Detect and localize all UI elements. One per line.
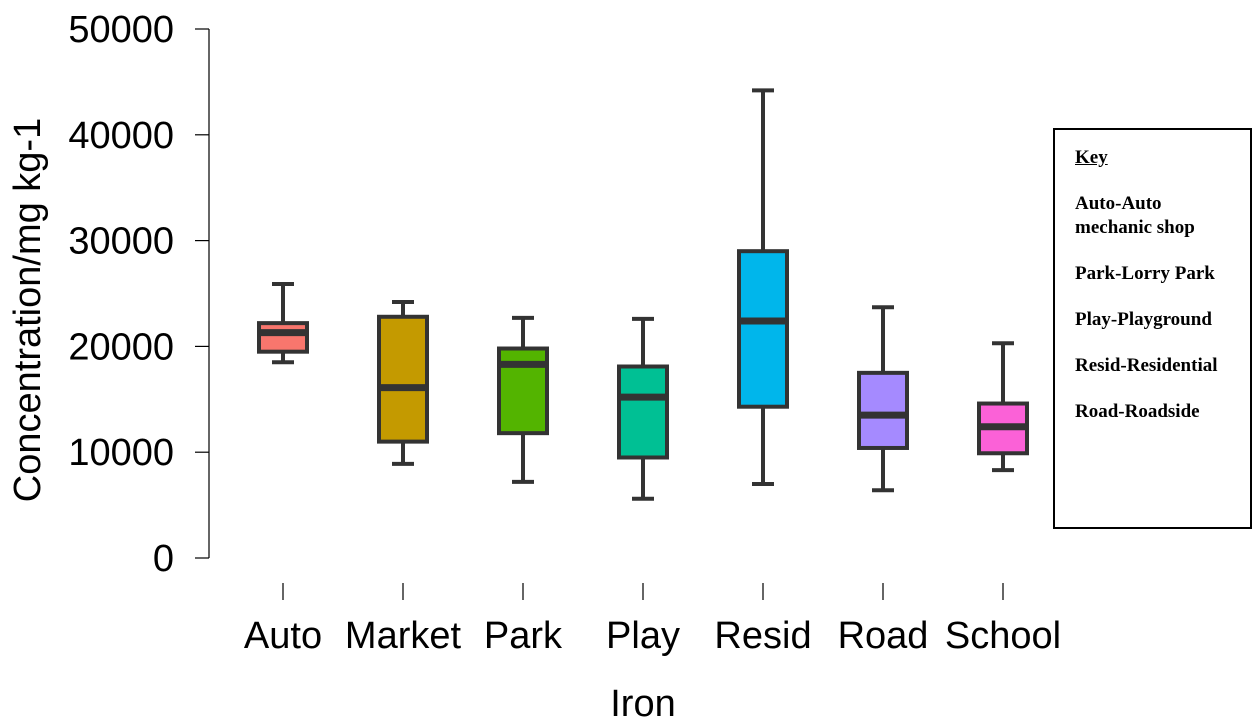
box-play — [617, 316, 669, 501]
iqr-box — [257, 321, 309, 354]
box-park — [497, 315, 549, 484]
x-tick-label: Road — [838, 615, 929, 657]
y-tick-label: 40000 — [68, 115, 174, 157]
box-resid — [737, 88, 789, 486]
x-tick-label: Play — [606, 615, 680, 657]
key-entry-auto: Auto-Auto mechanic shop — [1075, 193, 1195, 238]
key-title: Key — [1075, 147, 1108, 168]
box-auto — [257, 281, 309, 365]
y-tick-label: 20000 — [68, 326, 174, 368]
x-tick-label: Auto — [244, 615, 322, 657]
key-entry-resid: Resid-Residential — [1075, 355, 1218, 376]
x-tick-label: Park — [484, 615, 563, 657]
box-series — [257, 88, 1029, 501]
box-market — [377, 299, 429, 466]
x-tick-label: Market — [345, 615, 462, 657]
y-tick-label: 0 — [153, 538, 174, 580]
x-axis: Auto Market Park Play Resid Road School — [244, 583, 1061, 657]
iqr-box — [377, 314, 429, 444]
x-axis-title: Iron — [610, 683, 675, 720]
key-entry-play: Play-Playground — [1075, 309, 1212, 330]
y-axis-title: Concentration/mg kg-1 — [7, 118, 49, 502]
key-entry-road: Road-Roadside — [1075, 401, 1200, 422]
box-school — [977, 341, 1029, 473]
y-tick-label: 50000 — [68, 9, 174, 51]
x-tick-label: Resid — [714, 615, 811, 657]
box-road — [857, 305, 909, 493]
key-entry-park: Park-Lorry Park — [1075, 263, 1215, 284]
iqr-box — [617, 364, 669, 460]
iqr-box — [857, 370, 909, 450]
x-tick-label: School — [945, 615, 1061, 657]
y-axis: 0 10000 20000 30000 40000 50000 — [68, 9, 210, 580]
y-tick-label: 30000 — [68, 221, 174, 263]
y-tick-label: 10000 — [68, 432, 174, 474]
legend-key: Key Auto-Auto mechanic shop Park-Lorry P… — [1053, 128, 1252, 529]
iqr-box — [737, 249, 789, 409]
